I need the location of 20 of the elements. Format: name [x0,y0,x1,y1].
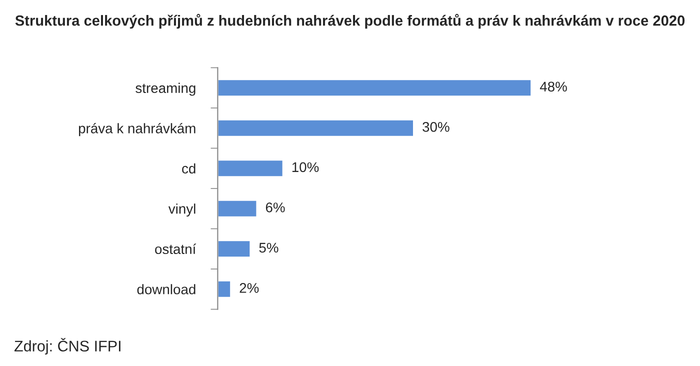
bar [218,78,532,97]
bar [218,159,284,178]
y-tick-label: cd [182,163,196,174]
y-tick-label: vinyl [168,204,196,217]
data-label: 5% [259,242,278,253]
text: Zdroj: ČNS IFPI [14,338,120,355]
chart-title: Struktura celkových příjmů z hudebních nahrávek podle formátů a práv k nahrávkám v roce 2020 [15,14,685,29]
y-tick-label: práva k nahrávkám [78,122,196,136]
bar [218,240,252,258]
data-label: 30% [422,122,450,132]
y-tick-label: ostatní [155,244,196,254]
data-label: 48% [540,82,567,92]
y-tick-label: download [137,284,196,294]
data-label: 6% [266,202,285,212]
data-label: 2% [240,283,259,293]
bar [218,280,232,298]
bar [218,199,258,218]
y-tick-label: streaming [136,82,196,96]
data-label: 10% [292,162,319,172]
bar [218,118,414,138]
